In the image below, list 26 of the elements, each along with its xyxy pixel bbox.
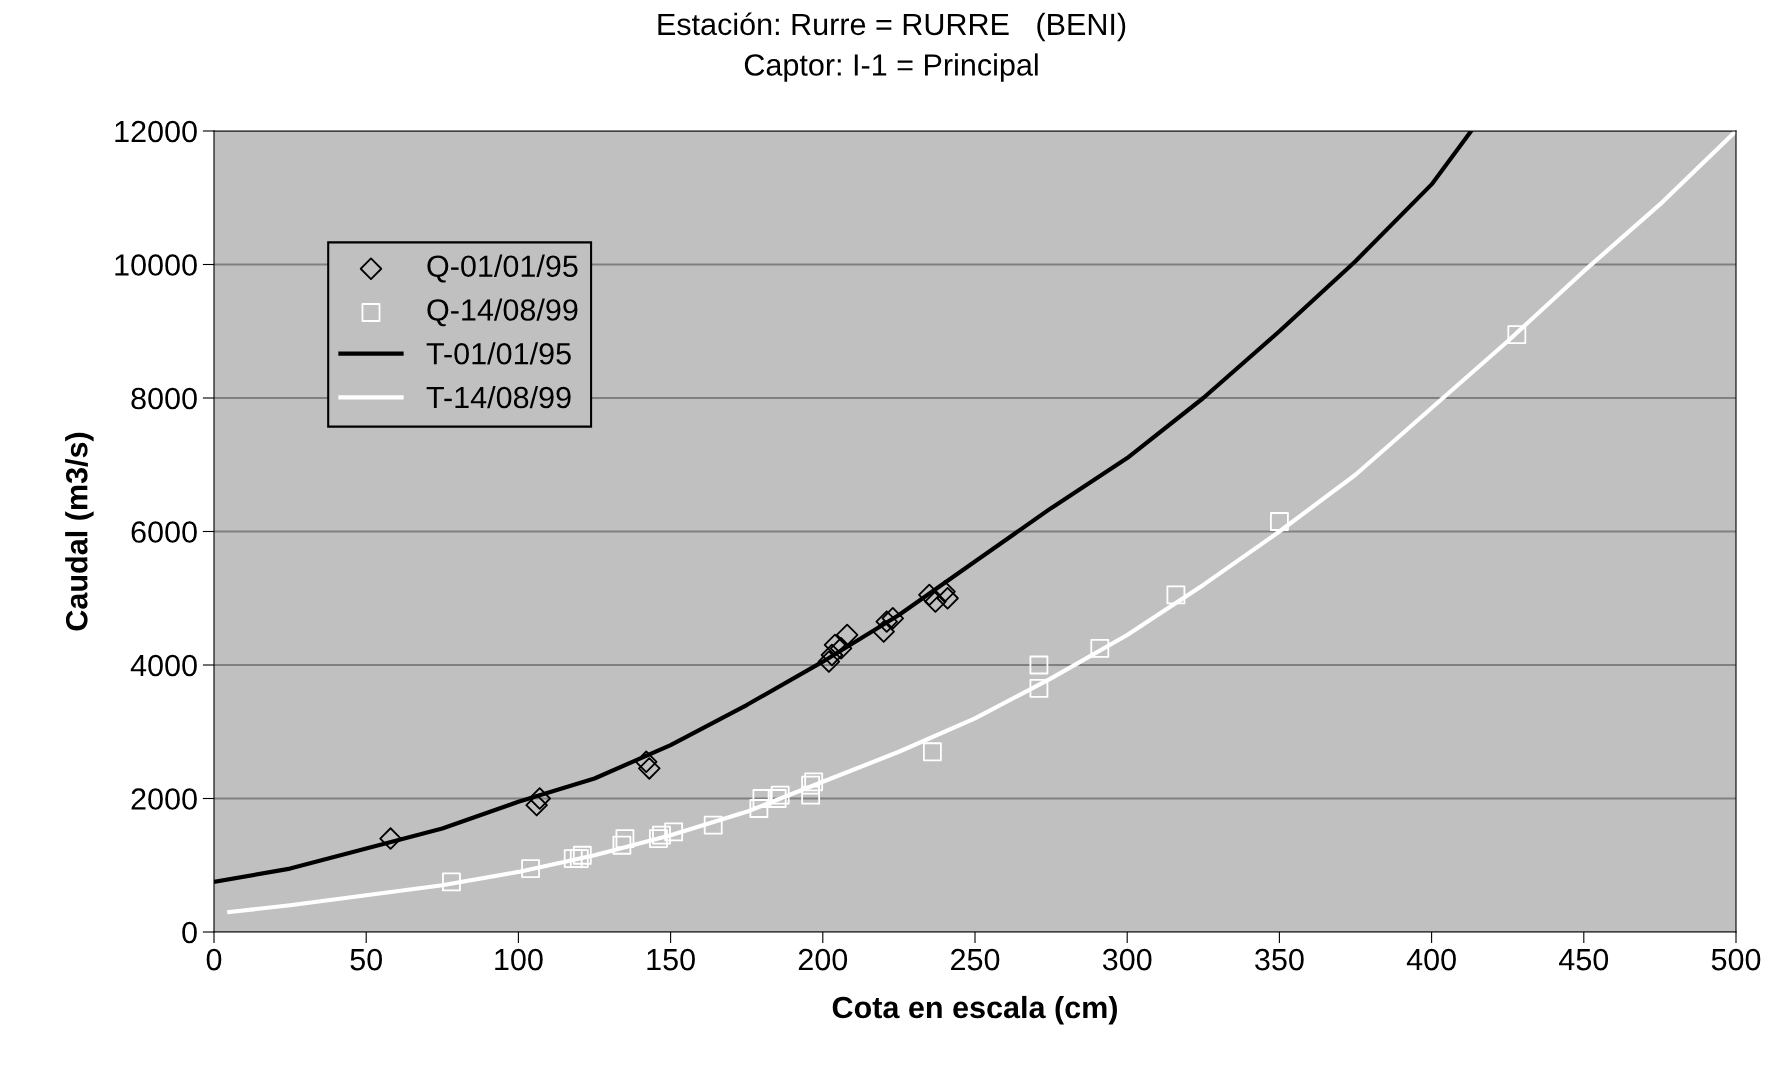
y-tick-label: 10000 xyxy=(115,254,197,276)
x-tick-label: 400 xyxy=(1406,948,1456,971)
x-tick-label: 0 xyxy=(206,948,222,971)
x-tick-label: 50 xyxy=(350,948,382,971)
y-tick-label: 6000 xyxy=(131,521,197,543)
x-tick-label: 250 xyxy=(951,948,1000,971)
x-tick-label: 350 xyxy=(1255,948,1304,971)
chart-subtitle: Captor: I-1 = Principal xyxy=(744,53,1038,82)
chart-title: Estación: Rurre = RURRE (BENI) xyxy=(658,12,1126,42)
legend-label: Q-01/01/95 xyxy=(427,254,578,283)
y-tick-label: 12000 xyxy=(115,120,197,143)
y-axis-title: Caudal (m3/s) xyxy=(65,432,94,631)
x-tick-label: 150 xyxy=(647,948,695,971)
x-tick-label: 300 xyxy=(1102,948,1152,971)
y-tick-label: 2000 xyxy=(131,788,197,810)
y-tick-label: 8000 xyxy=(131,387,197,410)
y-tick-label: 4000 xyxy=(130,654,197,677)
x-tick-label: 450 xyxy=(1559,948,1609,971)
y-tick-label: 0 xyxy=(182,921,197,944)
x-tick-label: 200 xyxy=(798,948,848,971)
x-tick-label: 500 xyxy=(1711,948,1761,971)
legend-label: Q-14/08/99 xyxy=(427,298,578,327)
legend-label: T-14/08/99 xyxy=(426,385,571,409)
x-axis-title: Cota en escala (cm) xyxy=(832,995,1117,1025)
legend-label: T-01/01/95 xyxy=(426,342,571,365)
x-tick-label: 100 xyxy=(495,948,543,971)
